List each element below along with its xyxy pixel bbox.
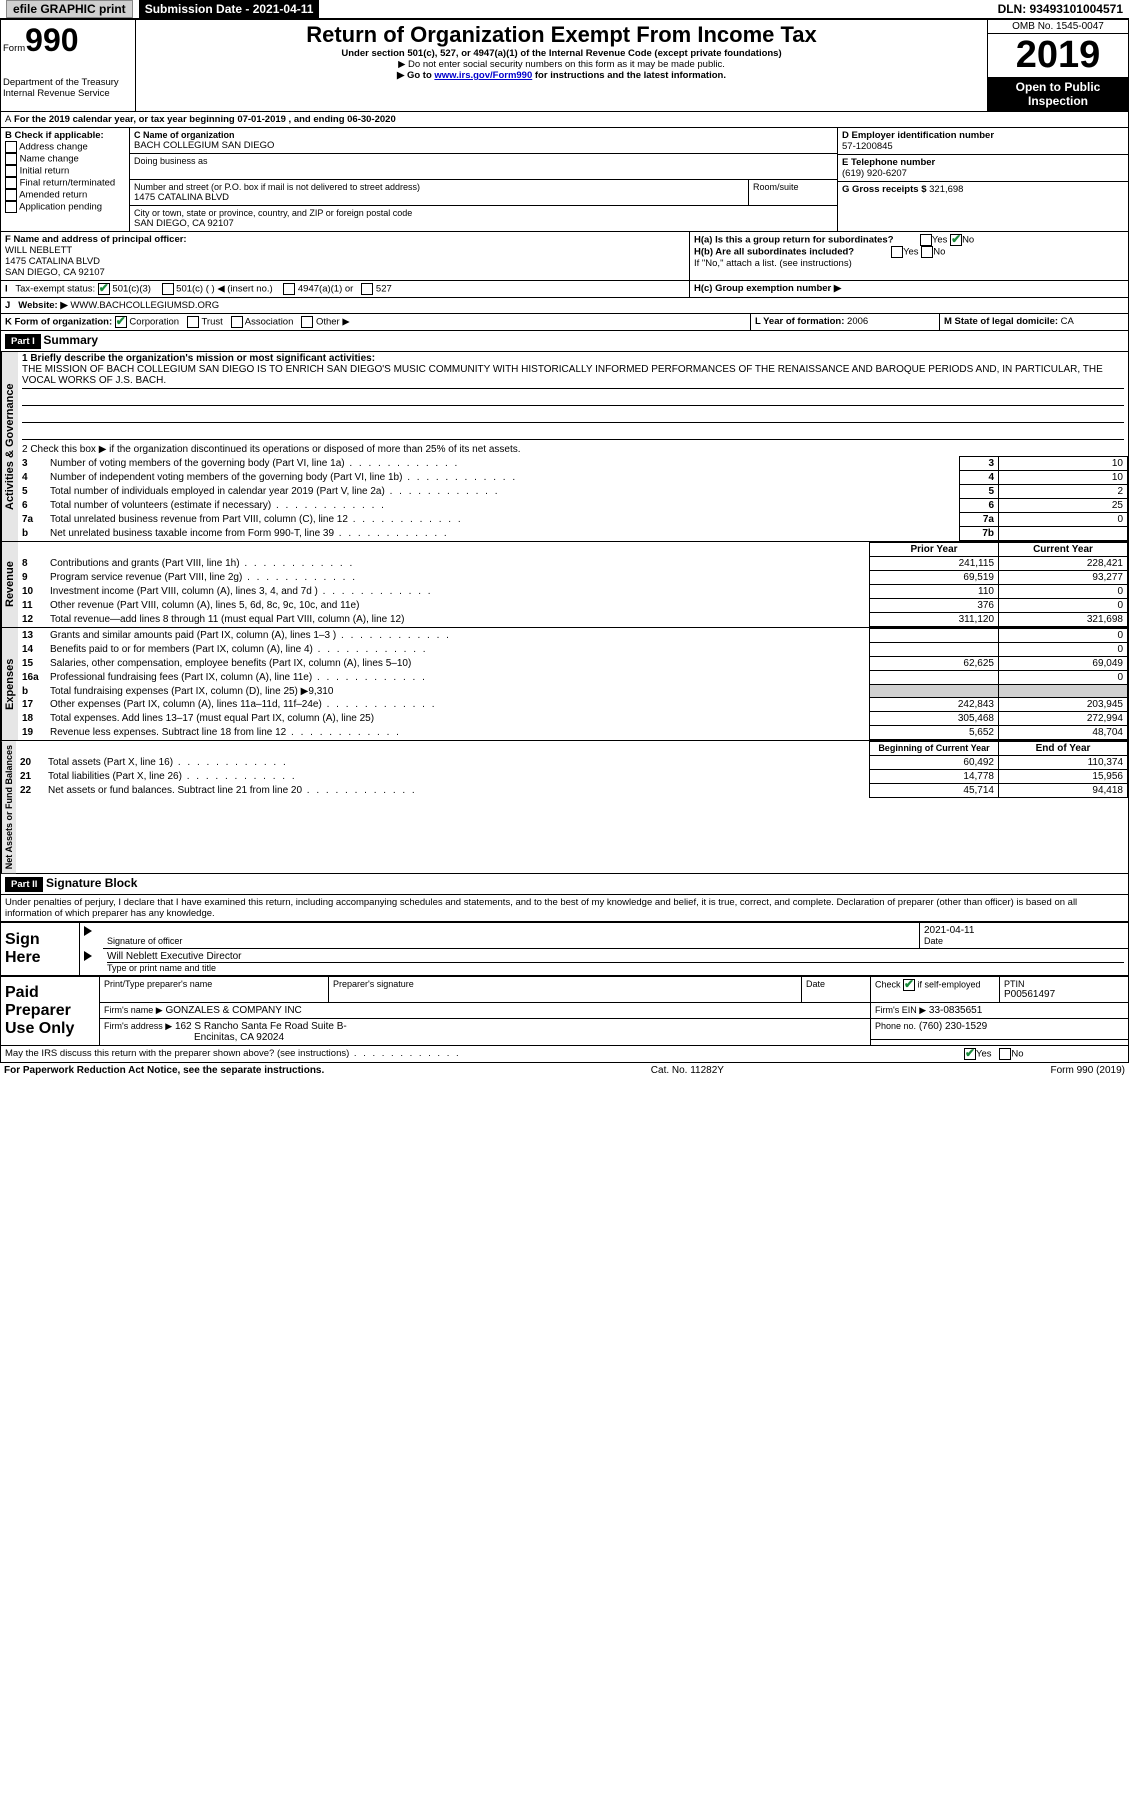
sig-date: 2021-04-11	[924, 925, 1124, 936]
part2-title: Signature Block	[46, 876, 137, 890]
paid-preparer-table: Paid Preparer Use Only Print/Type prepar…	[0, 976, 1129, 1046]
ssn-note: ▶ Do not enter social security numbers o…	[138, 59, 985, 70]
tax-exempt-cell: I Tax-exempt status: 501(c)(3) 501(c) ( …	[1, 281, 690, 297]
omb-number: OMB No. 1545-0047	[988, 20, 1128, 34]
org-name-cell: C Name of organization BACH COLLEGIUM SA…	[130, 128, 837, 154]
firm-name: GONZALES & COMPANY INC	[165, 1005, 301, 1016]
section-b: B Check if applicable: Address change Na…	[1, 128, 130, 231]
officer-cell: F Name and address of principal officer:…	[1, 232, 690, 280]
form-org-cell: K Form of organization: Corporation Trus…	[1, 314, 751, 330]
revenue-section: Revenue Prior YearCurrent Year 8Contribu…	[0, 542, 1129, 628]
ptin: P00561497	[1004, 989, 1124, 1000]
net-assets-section: Net Assets or Fund Balances Beginning of…	[0, 741, 1129, 874]
submission-date: Submission Date - 2021-04-11	[139, 0, 320, 18]
form-number: 990	[25, 22, 78, 58]
firm-ein: 33-0835651	[929, 1005, 982, 1016]
efile-button[interactable]: efile GRAPHIC print	[6, 0, 133, 18]
firm-addr1: 162 S Rancho Santa Fe Road Suite B-	[175, 1021, 347, 1032]
form-label: Form	[3, 43, 25, 54]
website-row: J Website: ▶ WWW.BACHCOLLEGIUMSD.ORG	[0, 298, 1129, 314]
part1-header: Part I	[5, 334, 41, 349]
dept-treasury: Department of the Treasury	[3, 77, 133, 88]
a-line: A For the 2019 calendar year, or tax yea…	[0, 112, 1129, 128]
page-footer: For Paperwork Reduction Act Notice, see …	[0, 1063, 1129, 1078]
part1-title: Summary	[43, 333, 98, 347]
officer-name: Will Neblett Executive Director	[107, 951, 1124, 963]
tax-year: 2019	[988, 34, 1128, 77]
top-bar: efile GRAPHIC print Submission Date - 20…	[0, 0, 1129, 19]
perjury-declaration: Under penalties of perjury, I declare th…	[1, 895, 1128, 921]
sign-here-table: Sign Here Signature of officer 2021-04-1…	[0, 922, 1129, 976]
open-inspection: Open to Public Inspection	[988, 77, 1128, 111]
state-domicile: M State of legal domicile: CA	[940, 314, 1128, 330]
part2-header: Part II	[5, 877, 43, 892]
preparer-phone: (760) 230-1529	[919, 1021, 987, 1032]
mission-text: THE MISSION OF BACH COLLEGIUM SAN DIEGO …	[22, 364, 1124, 389]
gross-receipts: G Gross receipts $ 321,698	[838, 182, 1128, 197]
group-exemption-cell: H(c) Group exemption number ▶	[690, 281, 1128, 297]
dba-cell: Doing business as	[130, 154, 837, 180]
org-name: BACH COLLEGIUM SAN DIEGO	[134, 140, 833, 151]
form-subtitle: Under section 501(c), 527, or 4947(a)(1)…	[138, 48, 985, 59]
goto-note: ▶ Go to www.irs.gov/Form990 for instruct…	[138, 70, 985, 81]
discuss-answer: Yes No	[960, 1046, 1128, 1062]
expenses-section: Expenses 13Grants and similar amounts pa…	[0, 628, 1129, 741]
form-header: Form990 Department of the Treasury Inter…	[0, 19, 1129, 112]
org-city: SAN DIEGO, CA 92107	[134, 218, 833, 229]
firm-addr2: Encinitas, CA 92024	[194, 1032, 284, 1043]
irs-link[interactable]: www.irs.gov/Form990	[434, 70, 532, 81]
website: WWW.BACHCOLLEGIUMSD.ORG	[70, 300, 219, 311]
ein: 57-1200845	[842, 141, 1124, 152]
phone: (619) 920-6207	[842, 168, 1124, 179]
irs-label: Internal Revenue Service	[3, 88, 133, 99]
dln: DLN: 93493101004571	[992, 0, 1129, 18]
discuss-question: May the IRS discuss this return with the…	[1, 1046, 960, 1062]
ein-cell: D Employer identification number 57-1200…	[838, 128, 1128, 155]
form-title: Return of Organization Exempt From Incom…	[138, 22, 985, 48]
org-address: 1475 CATALINA BLVD	[134, 192, 744, 203]
phone-cell: E Telephone number (619) 920-6207	[838, 155, 1128, 182]
activities-section: Activities & Governance 1 Briefly descri…	[0, 352, 1129, 542]
group-return-cell: H(a) Is this a group return for subordin…	[690, 232, 1128, 280]
year-formation: L Year of formation: 2006	[751, 314, 940, 330]
